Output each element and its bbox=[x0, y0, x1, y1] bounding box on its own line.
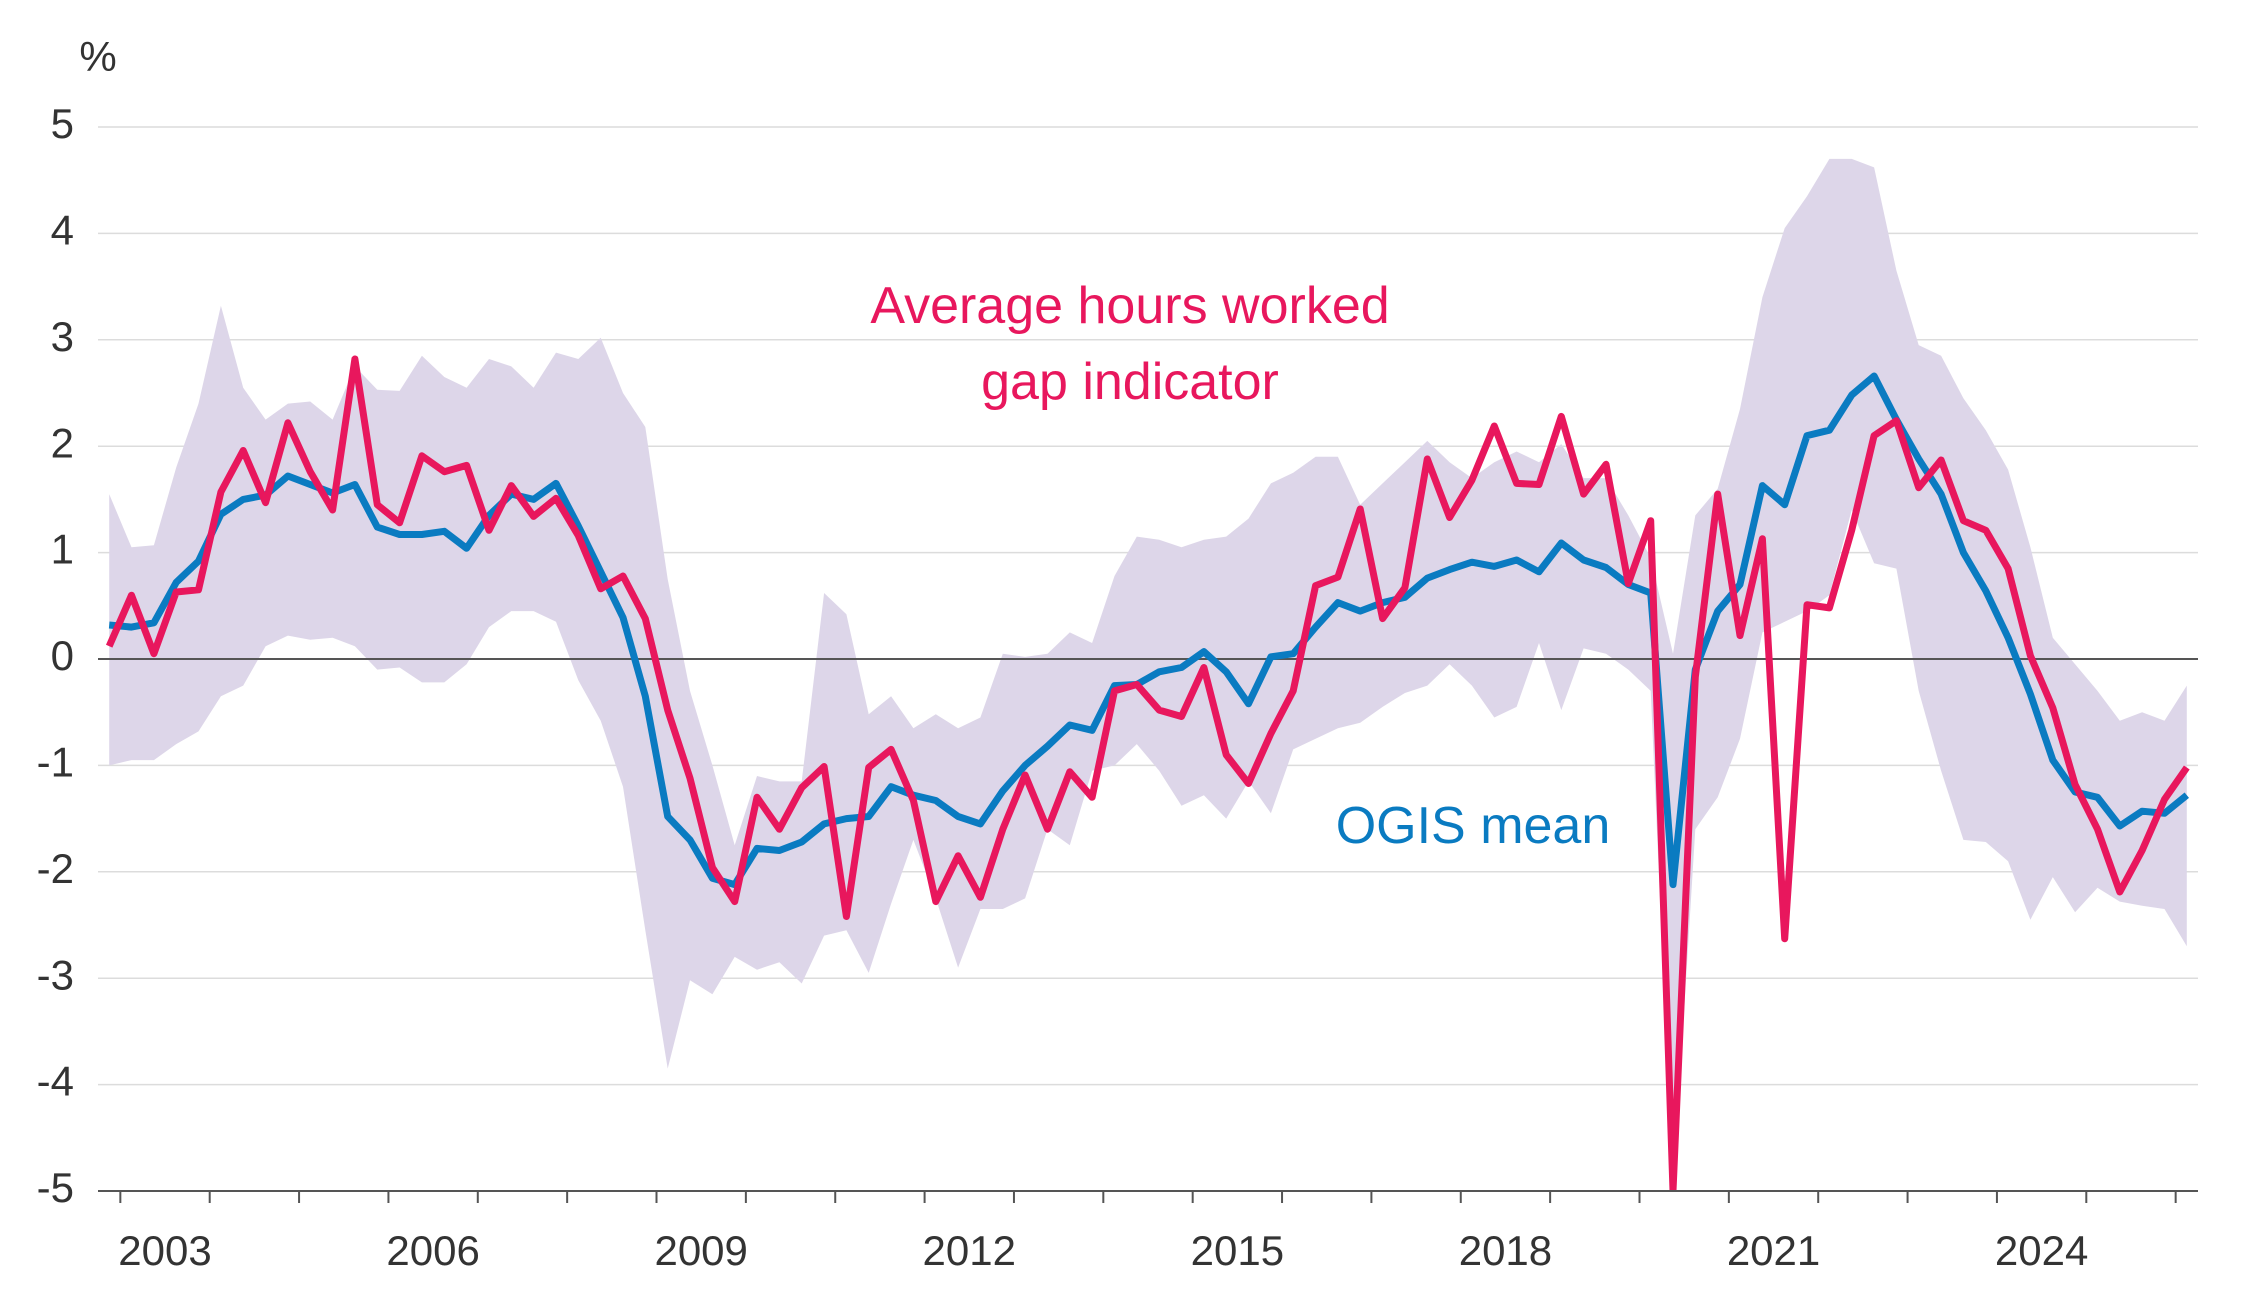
x-tick-label: 2003 bbox=[118, 1227, 211, 1274]
x-tick-label: 2012 bbox=[923, 1227, 1016, 1274]
x-tick-label: 2024 bbox=[1995, 1227, 2088, 1274]
y-tick-label: 5 bbox=[51, 100, 74, 147]
series-line bbox=[105, 355, 2190, 1191]
plot-area bbox=[98, 158, 2198, 1191]
x-tick-label: 2021 bbox=[1727, 1227, 1820, 1274]
x-tick-label: 2018 bbox=[1459, 1227, 1552, 1274]
y-tick-label: -1 bbox=[37, 738, 74, 785]
y-unit: % bbox=[79, 33, 116, 80]
y-tick-label: -4 bbox=[37, 1058, 74, 1105]
series-label: OGIS mean bbox=[1335, 797, 1611, 855]
y-tick-label: 0 bbox=[51, 632, 74, 679]
x-tick-label: 2006 bbox=[386, 1227, 479, 1274]
series-line bbox=[108, 372, 2190, 889]
y-tick-label: 2 bbox=[51, 419, 74, 466]
x-tick-label: 2009 bbox=[654, 1227, 747, 1274]
y-tick-label: 3 bbox=[51, 313, 74, 360]
y-tick-label: 4 bbox=[51, 206, 74, 253]
y-tick-label: 1 bbox=[51, 526, 74, 573]
series-label: Average hours worked gap indicator bbox=[870, 277, 1390, 411]
y-tick-label: -5 bbox=[37, 1164, 74, 1211]
x-tick-label: 2015 bbox=[1191, 1227, 1284, 1274]
y-tick-label: -2 bbox=[37, 845, 74, 892]
y-tick-label: -3 bbox=[37, 951, 74, 998]
